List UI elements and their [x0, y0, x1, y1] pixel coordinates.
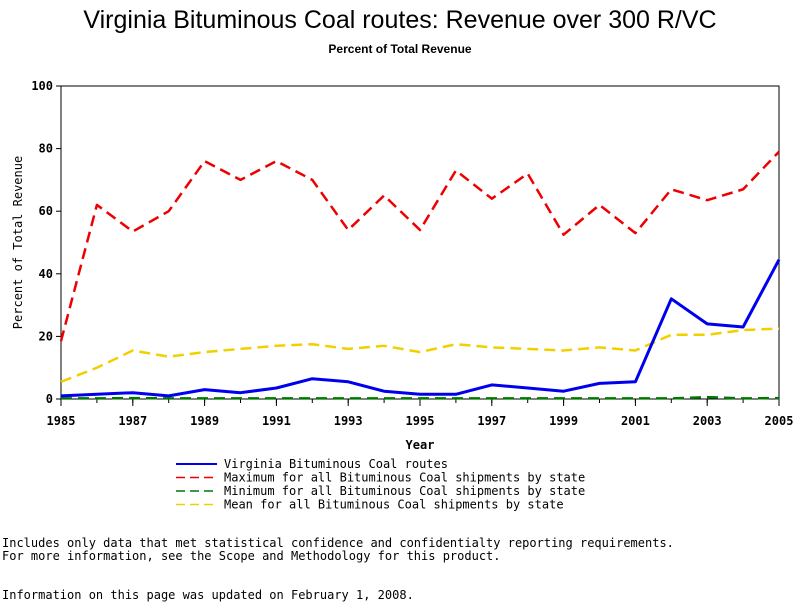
y-tick-label: 60: [39, 204, 53, 218]
x-tick-label: 2003: [693, 414, 722, 428]
x-tick-label: 1991: [262, 414, 291, 428]
y-tick-label: 80: [39, 142, 53, 156]
updated-note: Information on this page was updated on …: [2, 588, 414, 602]
series-line-1: [60, 258, 781, 398]
x-tick-label: 1999: [549, 414, 578, 428]
legend-label: Mean for all Bituminous Coal shipments b…: [224, 498, 564, 512]
chart-title: Virginia Bituminous Coal routes: Revenue…: [83, 6, 717, 34]
confidence-note: Includes only data that met statistical …: [2, 536, 674, 550]
x-tick-label: 1993: [334, 414, 363, 428]
series-line-2: [59, 150, 780, 342]
x-tick-label: 2001: [621, 414, 650, 428]
series-line-3: [61, 395, 780, 400]
legend-label: Minimum for all Bituminous Coal shipment…: [224, 484, 585, 498]
chart-subtitle: Percent of Total Revenue: [328, 42, 472, 56]
x-tick-label: 1997: [477, 414, 506, 428]
x-tick-label: 1995: [406, 414, 435, 428]
legend-label: Virginia Bituminous Coal routes: [224, 457, 448, 471]
y-axis-label: Percent of Total Revenue: [11, 156, 25, 329]
x-tick-label: 1987: [118, 414, 147, 428]
methodology-note: For more information, see the Scope and …: [2, 549, 501, 563]
y-tick-label: 40: [39, 267, 53, 281]
y-tick-label: 20: [39, 329, 53, 343]
y-tick-label: 100: [31, 79, 53, 93]
line-chart: 0 20 40 60 80 100 1985 1987 1989 1991 1993 1995 1997…: [11, 79, 794, 512]
x-tick-label: 1985: [47, 414, 76, 428]
y-tick-label: 0: [46, 392, 53, 406]
x-axis-label: Year: [406, 438, 435, 452]
series-line-4: [60, 327, 780, 383]
x-tick-label: 1989: [190, 414, 219, 428]
x-tick-label: 2005: [765, 414, 794, 428]
legend-label: Maximum for all Bituminous Coal shipment…: [224, 471, 585, 485]
